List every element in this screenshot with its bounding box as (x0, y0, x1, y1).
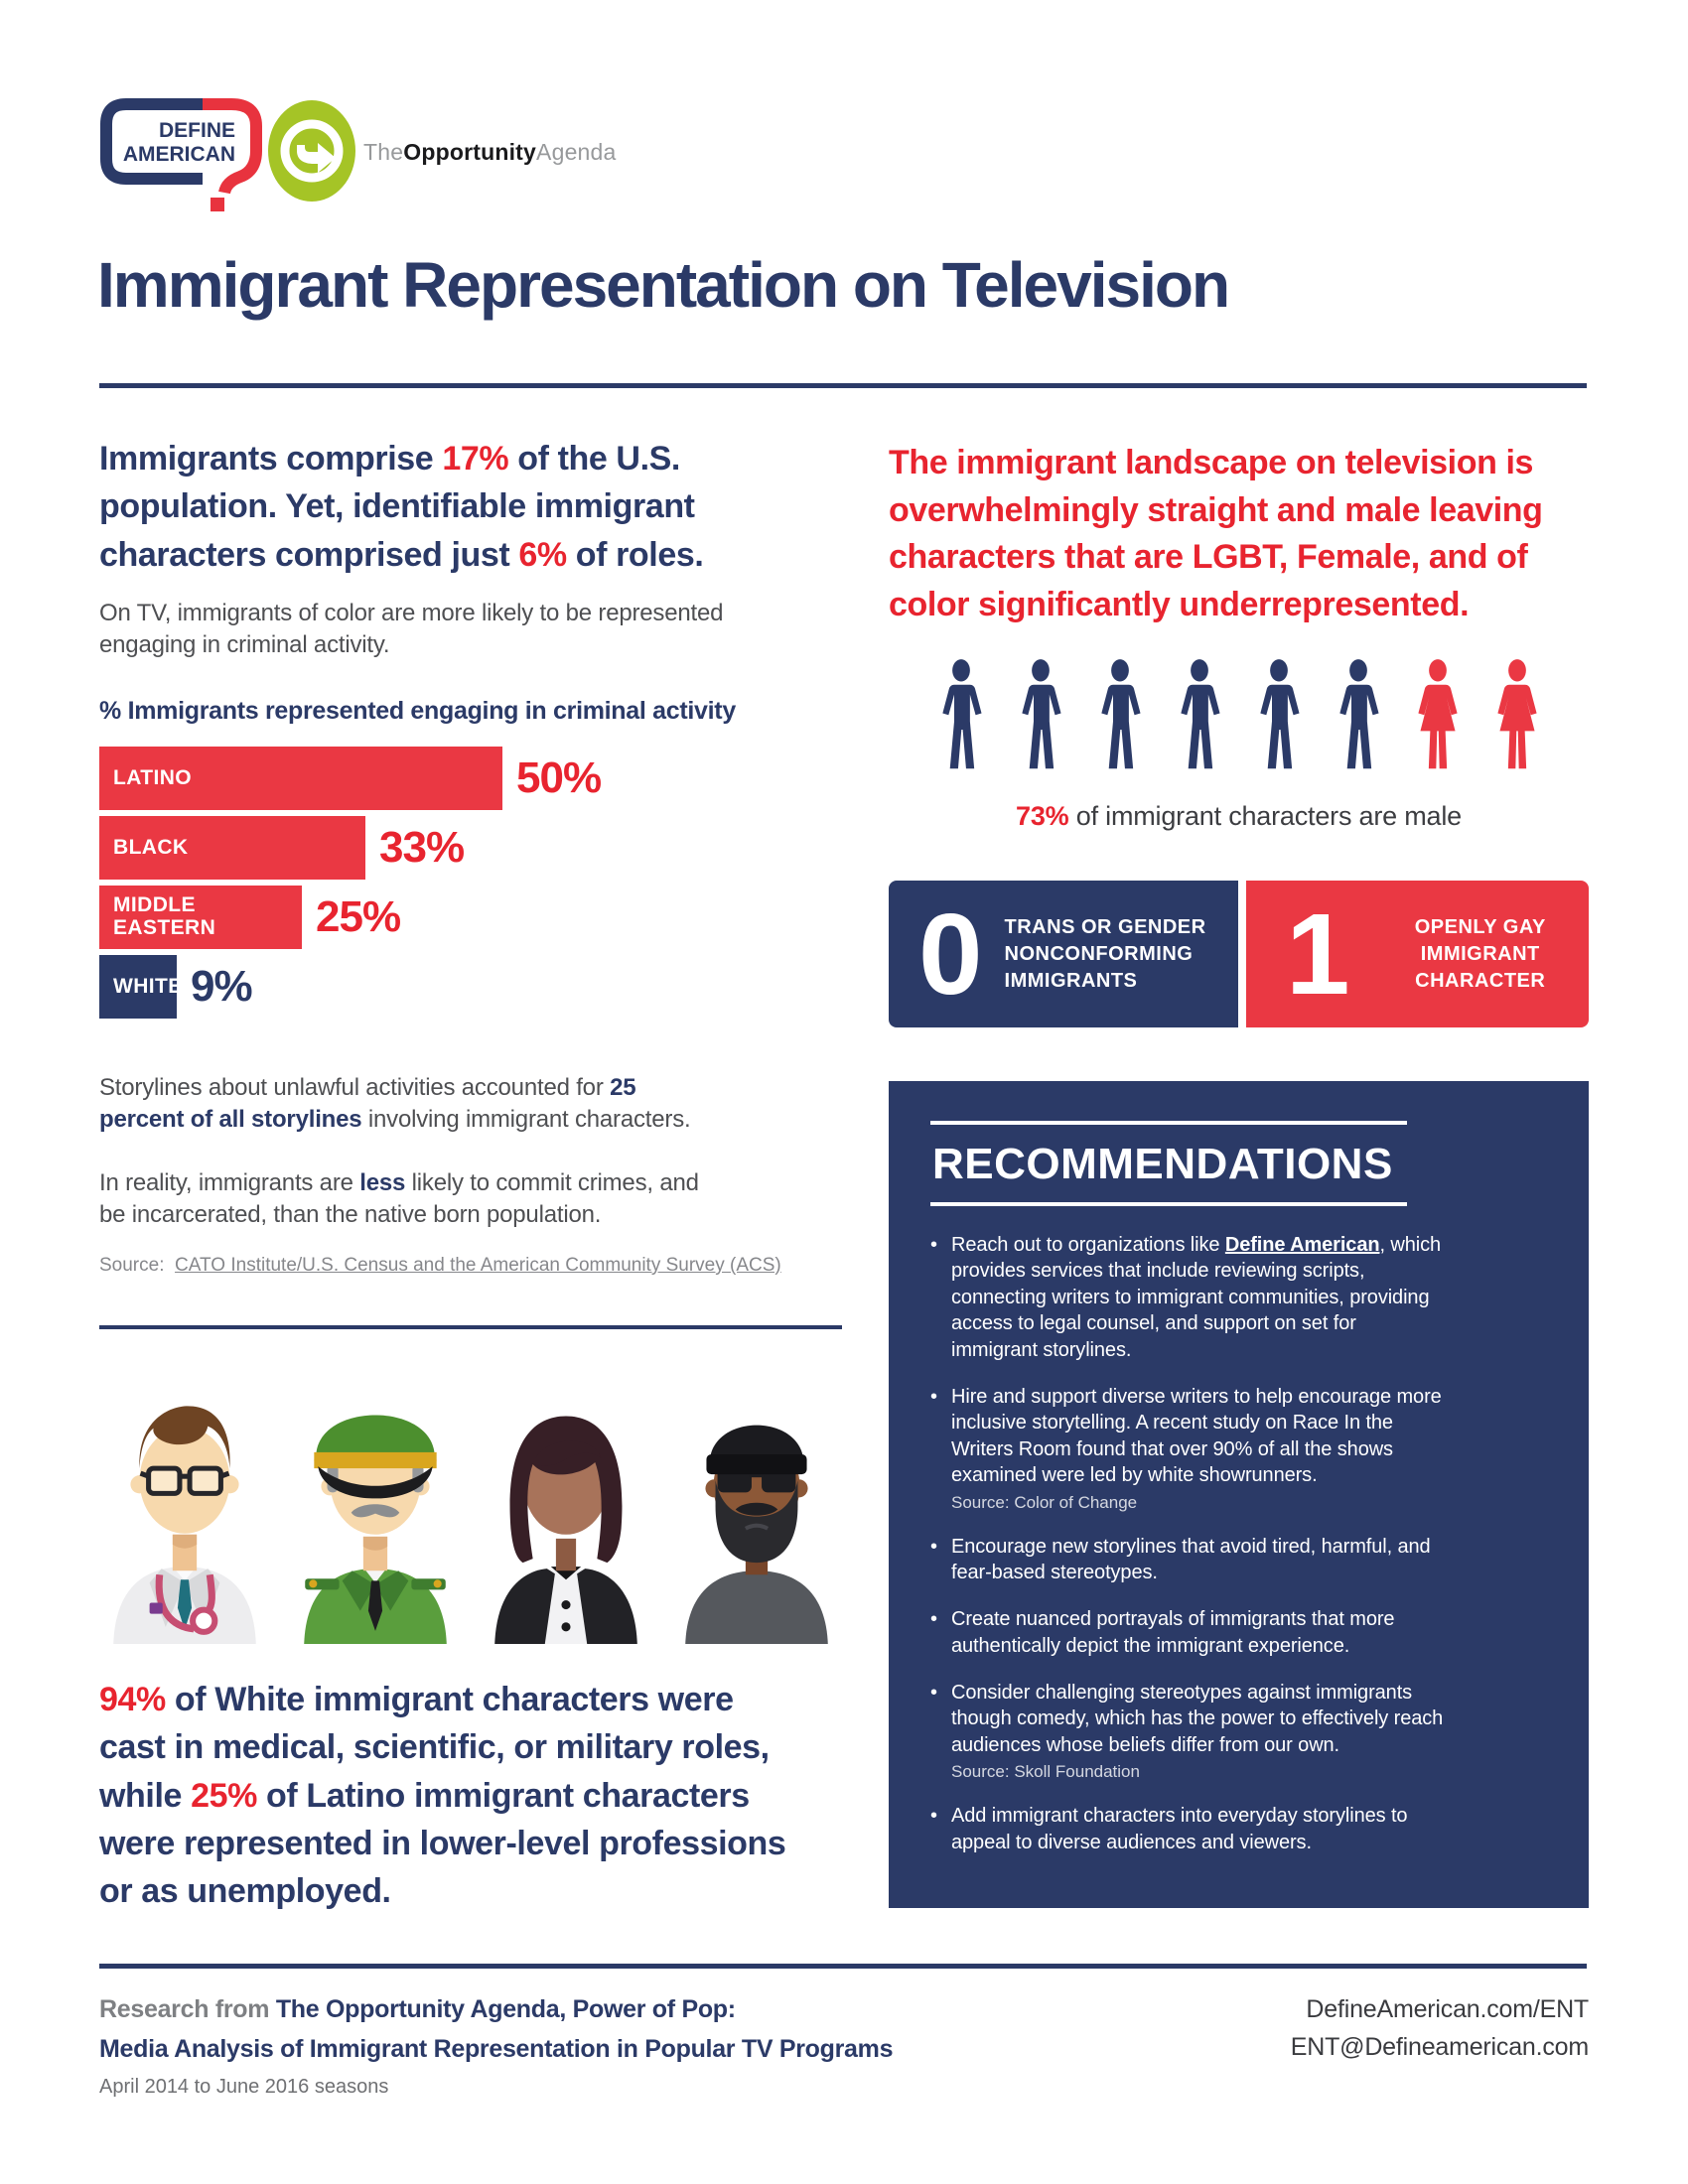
doctor-avatar (113, 1406, 256, 1644)
recommendation-text: Hire and support diverse writers to help… (951, 1385, 1442, 1487)
oa-opportunity: Opportunity (403, 139, 537, 165)
define-american-logo-line2: AMERICAN (123, 143, 235, 166)
define-american-logo: DEFINE AMERICAN (100, 98, 262, 211)
criminal-activity-bar-chart: LATINO 50% BLACK 33% MIDDLE EASTERN 25% … (99, 747, 842, 1024)
opportunity-agenda-wordmark: TheOpportunityAgenda (363, 139, 617, 166)
storylines-paragraph: Storylines about unlawful activities acc… (99, 1074, 691, 1134)
chart-title: % Immigrants represented engaging in cri… (99, 697, 736, 725)
military-officer-avatar (304, 1415, 447, 1644)
bullet-icon: • (930, 1682, 938, 1705)
footer-contact: DefineAmerican.com/ENT ENT@Defineamerica… (1291, 1995, 1589, 2071)
bar-value: 33% (379, 823, 465, 872)
recommendation-text: Encourage new storylines that avoid tire… (951, 1535, 1431, 1583)
recommendation-item: • Create nuanced portrayals of immigrant… (930, 1606, 1551, 1659)
research-line1: Research from The Opportunity Agenda, Po… (99, 1995, 736, 2023)
define-american-logo-line1: DEFINE (159, 119, 235, 142)
male-figure-icon (1100, 659, 1141, 769)
waitress-avatar (494, 1416, 637, 1644)
recommendations-panel: RECOMMENDATIONS • Reach out to organizat… (889, 1081, 1589, 1908)
stat-trans-nonconforming: 0 TRANS OR GENDER NONCONFORMING IMMIGRAN… (889, 881, 1238, 1027)
bullet-icon: • (930, 1385, 938, 1408)
stat-value: 0 (918, 889, 983, 1019)
intro-paragraph: On TV, immigrants of color are more like… (99, 600, 724, 659)
bar-value: 50% (516, 753, 602, 802)
recommendation-item: • Hire and support diverse writers to he… (930, 1384, 1551, 1513)
recommendation-text: Reach out to organizations like Define A… (951, 1234, 1442, 1361)
stat-label: OPENLY GAY IMMIGRANT CHARACTER (1414, 915, 1546, 992)
bar-white: WHITE (99, 955, 182, 1019)
recommendation-text: Consider challenging stereotypes against… (951, 1682, 1444, 1756)
bar-row-white: WHITE 9% (99, 955, 842, 1019)
title-divider (99, 383, 1587, 388)
stat-boxes: 0 TRANS OR GENDER NONCONFORMING IMMIGRAN… (889, 881, 1589, 1027)
bullet-icon: • (930, 1535, 938, 1558)
bullet-icon: • (930, 1805, 938, 1828)
bullet-icon: • (930, 1608, 938, 1631)
recommendation-source: Source: Skoll Foundation (951, 1762, 1140, 1782)
bar-middle-eastern: MIDDLE EASTERN (99, 886, 302, 949)
oa-agenda: Agenda (536, 139, 617, 165)
male-figure-icon (1338, 659, 1379, 769)
bar-row-middle-eastern: MIDDLE EASTERN 25% (99, 886, 842, 949)
bar-label: LATINO (113, 765, 192, 789)
left-column: Immigrants comprise 17% of the U.S. popu… (99, 427, 842, 1946)
landscape-headline: The immigrant landscape on television is… (889, 444, 1543, 623)
recommendation-item: • Add immigrant characters into everyday… (930, 1803, 1551, 1855)
bar-row-latino: LATINO 50% (99, 747, 842, 810)
bullet-icon: • (930, 1234, 938, 1256)
gender-pictogram-row (889, 655, 1589, 777)
male-figure-icon (941, 659, 982, 769)
footer-research-credit: Research from The Opportunity Agenda, Po… (99, 1995, 894, 2099)
population-stat-headline: Immigrants comprise 17% of the U.S. popu… (99, 440, 704, 574)
website-link[interactable]: DefineAmerican.com/ENT (1306, 1995, 1589, 2023)
research-line2: Media Analysis of Immigrant Representati… (99, 2035, 894, 2063)
bar-label: MIDDLE EASTERN (113, 893, 216, 939)
reality-paragraph: In reality, immigrants are less likely t… (99, 1169, 699, 1229)
source-citation: Source: CATO Institute/U.S. Census and t… (99, 1255, 842, 1277)
right-column: The immigrant landscape on television is… (889, 432, 1589, 1921)
bar-black: BLACK (99, 816, 365, 880)
research-seasons: April 2014 to June 2016 seasons (99, 2076, 389, 2098)
profession-avatars (99, 1368, 842, 1644)
bar-value: 25% (316, 892, 401, 941)
bar-value: 9% (191, 962, 253, 1011)
oa-the: The (363, 139, 404, 165)
footer-divider (99, 1964, 1587, 1969)
male-figure-icon (1180, 659, 1220, 769)
glasses-icon (139, 1465, 230, 1496)
professions-stat-headline: 94% of White immigrant characters were c… (99, 1681, 786, 1911)
bar-label: WHITE (113, 974, 183, 998)
female-figure-icon (1417, 659, 1458, 769)
email-link[interactable]: ENT@Defineamerican.com (1290, 2033, 1589, 2061)
recommendation-item: • Reach out to organizations like Define… (930, 1232, 1551, 1363)
stat-value: 1 (1286, 889, 1350, 1019)
opportunity-agenda-arrow-icon (268, 100, 355, 202)
female-figure-icon (1496, 659, 1537, 769)
male-percentage-caption: 73% of immigrant characters are male (1016, 801, 1462, 831)
recommendation-source: Source: Color of Change (951, 1492, 1138, 1512)
recommendations-title: RECOMMENDATIONS (930, 1121, 1407, 1206)
recommendation-item: • Encourage new storylines that avoid ti… (930, 1534, 1551, 1586)
bar-row-black: BLACK 33% (99, 816, 842, 880)
stat-openly-gay: 1 OPENLY GAY IMMIGRANT CHARACTER (1246, 881, 1589, 1027)
page-title: Immigrant Representation on Television (97, 249, 1230, 321)
recommendation-text: Create nuanced portrayals of immigrants … (951, 1608, 1395, 1657)
stat-label: TRANS OR GENDER NONCONFORMING IMMIGRANTS (1004, 915, 1206, 992)
male-figure-icon (1259, 659, 1300, 769)
bar-latino: LATINO (99, 747, 502, 810)
source-label: Source: (99, 1255, 165, 1276)
male-figure-icon (1021, 659, 1061, 769)
recommendation-text: Add immigrant characters into everyday s… (951, 1805, 1408, 1853)
section-divider (99, 1325, 842, 1329)
bar-label: BLACK (113, 835, 189, 859)
bearded-man-avatar (685, 1425, 828, 1644)
source-link[interactable]: CATO Institute/U.S. Census and the Ameri… (175, 1255, 781, 1276)
recommendation-item: • Consider challenging stereotypes again… (930, 1680, 1551, 1782)
